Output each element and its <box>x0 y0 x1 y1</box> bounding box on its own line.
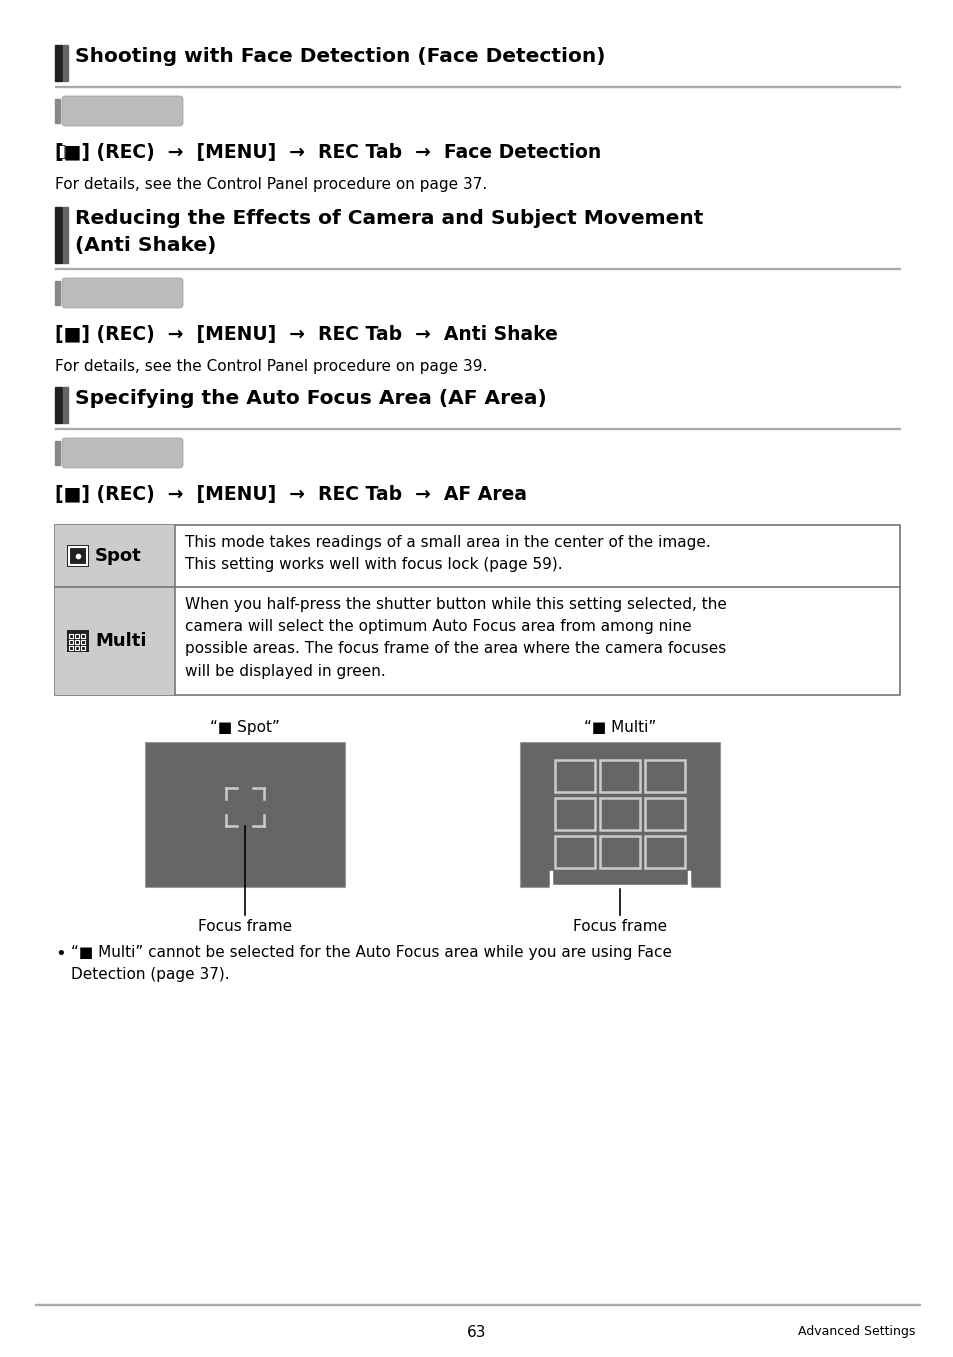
Bar <box>35 1304 919 1305</box>
Text: Multi: Multi <box>95 632 147 650</box>
Text: This mode takes readings of a small area in the center of the image.
This settin: This mode takes readings of a small area… <box>185 535 710 573</box>
Bar <box>55 85 899 87</box>
Text: [■] (REC)  →  [MENU]  →  REC Tab  →  Anti Shake: [■] (REC) → [MENU] → REC Tab → Anti Shak… <box>55 324 558 345</box>
Text: “■ Spot”: “■ Spot” <box>210 721 279 735</box>
Bar <box>55 588 174 695</box>
Text: Procedure: Procedure <box>78 103 166 118</box>
FancyBboxPatch shape <box>62 278 183 308</box>
Text: When you half-press the shutter button while this setting selected, the
camera w: When you half-press the shutter button w… <box>185 597 726 678</box>
FancyBboxPatch shape <box>62 438 183 468</box>
Bar <box>555 760 595 792</box>
Bar <box>63 387 68 423</box>
Bar <box>55 441 60 465</box>
Text: 63: 63 <box>467 1324 486 1339</box>
Bar <box>69 547 87 565</box>
Text: Focus frame: Focus frame <box>197 919 292 934</box>
Bar <box>555 798 595 830</box>
Bar <box>555 836 595 868</box>
Text: Spot: Spot <box>95 547 142 565</box>
Bar <box>145 742 345 887</box>
Bar <box>75 634 79 638</box>
Bar <box>644 836 684 868</box>
Bar <box>55 99 60 123</box>
Bar <box>63 45 68 81</box>
Text: [■] (REC)  →  [MENU]  →  REC Tab  →  Face Detection: [■] (REC) → [MENU] → REC Tab → Face Dete… <box>55 142 600 161</box>
Text: [■] (REC)  →  [MENU]  →  REC Tab  →  AF Area: [■] (REC) → [MENU] → REC Tab → AF Area <box>55 484 526 503</box>
Text: Advanced Settings: Advanced Settings <box>797 1324 914 1338</box>
Bar <box>599 798 639 830</box>
Bar <box>55 45 62 81</box>
Bar <box>644 760 684 792</box>
Text: For details, see the Control Panel procedure on page 37.: For details, see the Control Panel proce… <box>55 176 487 191</box>
Bar <box>55 427 899 429</box>
Bar <box>55 281 60 305</box>
Bar <box>67 546 89 567</box>
Bar <box>55 525 899 695</box>
Bar <box>55 267 899 269</box>
Text: Procedure: Procedure <box>78 285 166 300</box>
Bar <box>81 646 86 650</box>
Bar <box>69 646 73 650</box>
FancyBboxPatch shape <box>62 96 183 126</box>
Bar <box>55 525 174 588</box>
Text: •: • <box>55 944 66 963</box>
Text: “■ Multi” cannot be selected for the Auto Focus area while you are using Face
De: “■ Multi” cannot be selected for the Aut… <box>71 944 671 982</box>
Bar <box>599 760 639 792</box>
Bar <box>81 639 86 645</box>
Bar <box>69 639 73 645</box>
Bar <box>75 639 79 645</box>
Bar <box>75 646 79 650</box>
Bar <box>67 630 89 651</box>
Text: Specifying the Auto Focus Area (AF Area): Specifying the Auto Focus Area (AF Area) <box>75 389 546 408</box>
Text: 📷: 📷 <box>56 144 65 159</box>
Text: Procedure: Procedure <box>78 445 166 460</box>
Text: For details, see the Control Panel procedure on page 39.: For details, see the Control Panel proce… <box>55 360 487 375</box>
Text: Shooting with Face Detection (Face Detection): Shooting with Face Detection (Face Detec… <box>75 47 605 66</box>
Text: Focus frame: Focus frame <box>573 919 666 934</box>
Text: “■ Multi”: “■ Multi” <box>583 721 656 735</box>
Bar <box>599 836 639 868</box>
Bar <box>519 742 720 887</box>
Bar <box>69 634 73 638</box>
Bar <box>63 208 68 263</box>
Bar <box>644 798 684 830</box>
Bar <box>81 634 86 638</box>
Bar <box>55 387 62 423</box>
Bar <box>55 208 62 263</box>
Text: Reducing the Effects of Camera and Subject Movement
(Anti Shake): Reducing the Effects of Camera and Subje… <box>75 209 702 255</box>
